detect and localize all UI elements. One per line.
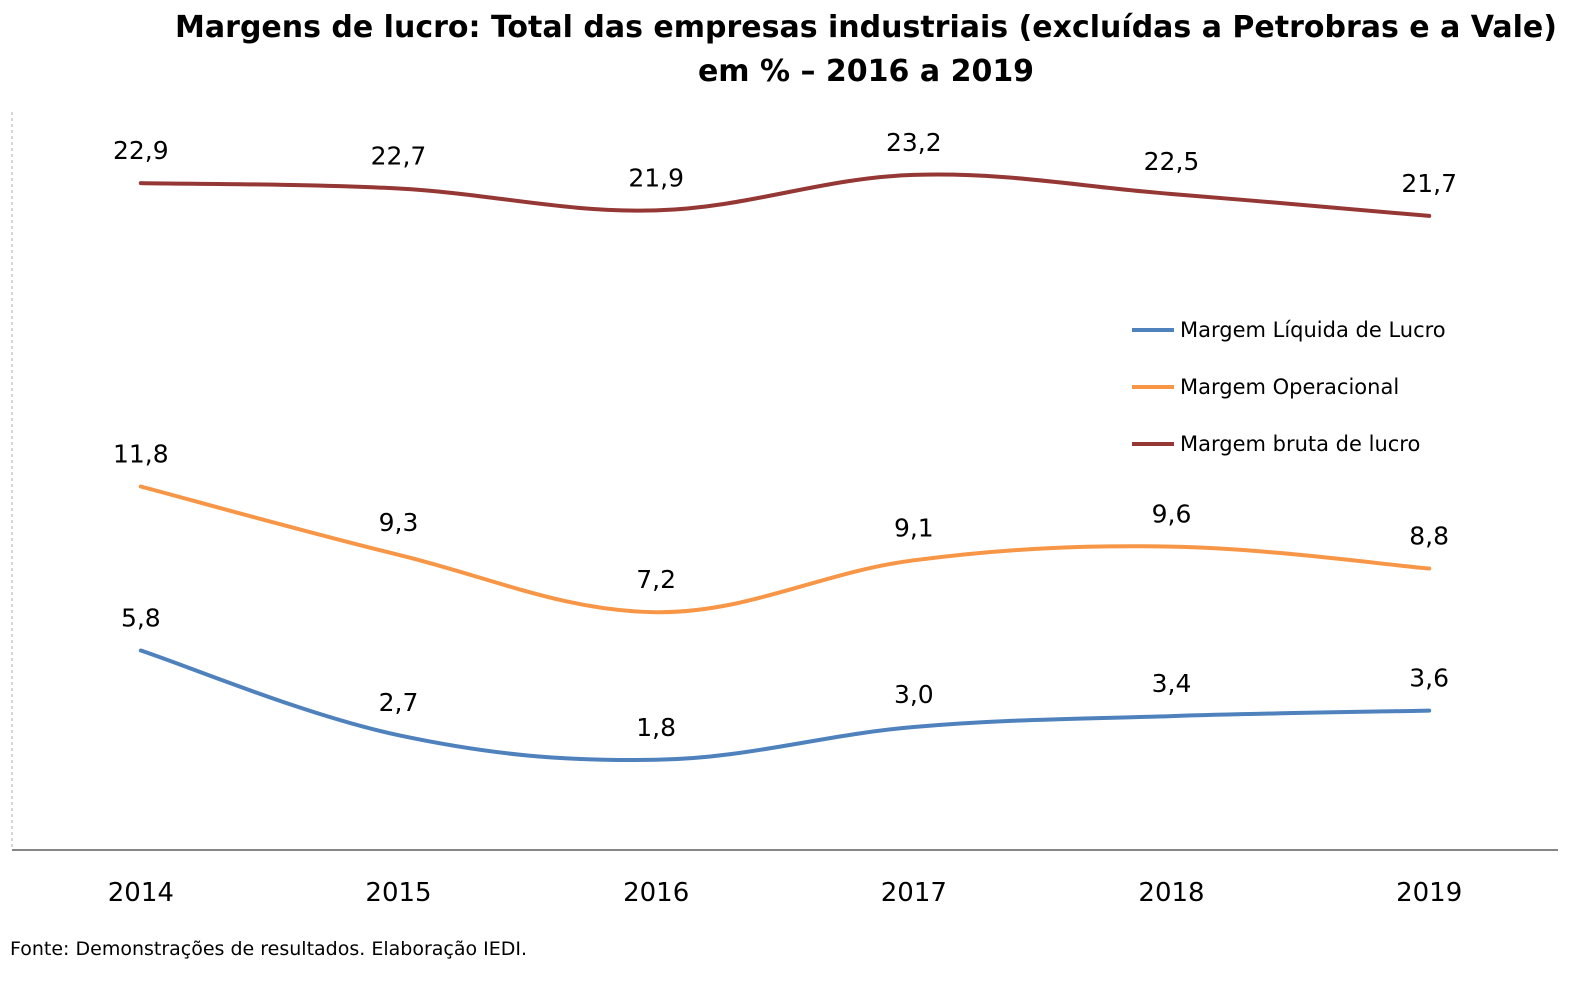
data-label-2-2014: 22,9 — [113, 136, 169, 165]
data-label-layer: 5,8 2,7 1,8 3,0 3,4 3,6 11,8 9,3 7,2 9,1 9,6 8,8 22,… — [113, 128, 1457, 742]
x-tick-label-2019: 2019 — [1396, 878, 1462, 908]
x-tick-layer: 2014 2015 2016 2017 2018 2019 — [108, 878, 1463, 908]
data-label-2-2015: 22,7 — [371, 142, 427, 171]
x-tick-label-2016: 2016 — [623, 878, 689, 908]
series-line-0 — [138, 648, 1432, 762]
chart-title: Margens de lucro: Total das empresas ind… — [0, 6, 1582, 94]
legend-label-0: Margem Líquida de Lucro — [1180, 318, 1446, 342]
data-label-1-2019: 8,8 — [1409, 521, 1449, 550]
legend-label-2: Margem bruta de lucro — [1180, 432, 1420, 456]
data-label-0-2016: 1,8 — [636, 713, 676, 742]
data-label-2-2016: 21,9 — [628, 163, 684, 192]
legend-label-1: Margem Operacional — [1180, 375, 1399, 399]
data-label-1-2014: 11,8 — [113, 439, 169, 468]
data-label-1-2016: 7,2 — [636, 565, 676, 594]
data-label-0-2019: 3,6 — [1409, 664, 1449, 693]
x-tick-label-2014: 2014 — [108, 878, 174, 908]
chart-title-line: Margens de lucro: Total das empresas ind… — [175, 10, 1557, 45]
data-label-1-2015: 9,3 — [379, 508, 419, 537]
x-tick-label-2018: 2018 — [1138, 878, 1204, 908]
series-layer — [138, 172, 1432, 762]
data-label-0-2018: 3,4 — [1152, 669, 1192, 698]
series-line-1 — [138, 484, 1432, 615]
series-line-2 — [138, 172, 1432, 218]
data-label-0-2017: 3,0 — [894, 680, 934, 709]
data-label-1-2018: 9,6 — [1152, 500, 1192, 529]
data-label-2-2017: 23,2 — [886, 128, 942, 157]
data-label-0-2014: 5,8 — [121, 603, 161, 632]
source-note: Fonte: Demonstrações de resultados. Elab… — [10, 938, 528, 960]
data-label-2-2019: 21,7 — [1401, 169, 1457, 198]
chart-subtitle: em % – 2016 a 2019 — [697, 54, 1035, 89]
data-label-0-2015: 2,7 — [379, 688, 419, 717]
legend: Margem Líquida de Lucro Margem Operaciona… — [1132, 318, 1446, 456]
data-label-1-2017: 9,1 — [894, 513, 934, 542]
data-label-2-2018: 22,5 — [1144, 147, 1200, 176]
x-tick-label-2015: 2015 — [365, 878, 431, 908]
x-tick-label-2017: 2017 — [881, 878, 947, 908]
